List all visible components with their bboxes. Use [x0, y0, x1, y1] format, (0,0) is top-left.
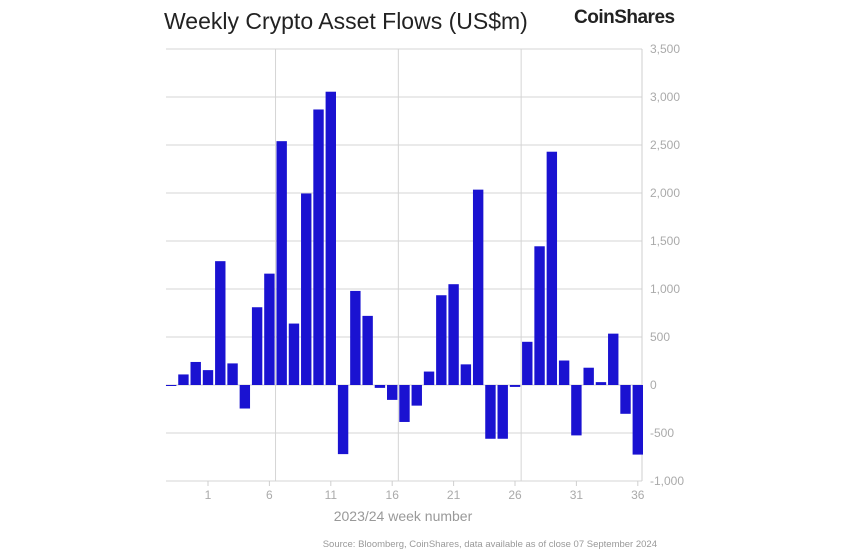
bar-week-7 [276, 141, 287, 385]
bar-week-9 [301, 193, 312, 385]
y-tick-label: 3,000 [650, 90, 680, 104]
bar-week-6 [264, 273, 275, 385]
source-note: Source: Bloomberg, CoinShares, data avai… [322, 539, 657, 550]
bar-week-34 [608, 333, 619, 385]
bar-week-27 [522, 341, 533, 385]
bar-week-8 [288, 323, 300, 385]
bar-week-21 [448, 284, 459, 385]
bar-week-36 [632, 385, 643, 455]
x-tick-label: 26 [508, 488, 522, 502]
x-tick-label: 1 [205, 488, 212, 502]
bar-week-23 [472, 189, 484, 385]
bar-week-25 [497, 385, 508, 439]
y-tick-label: -1,000 [650, 474, 684, 488]
bar-week-0 [190, 361, 201, 385]
bar-week-26 [509, 385, 521, 387]
bar-week-13 [350, 290, 361, 385]
bar-week-3 [227, 363, 238, 385]
y-tick-label: 2,500 [650, 138, 680, 152]
bar-week-2 [215, 261, 226, 385]
bar-week-11 [325, 91, 336, 385]
x-tick-label: 21 [447, 488, 461, 502]
coinshares-logo: CoinShares [574, 7, 675, 28]
bar-week--2 [165, 385, 177, 386]
chart-title: Weekly Crypto Asset Flows (US$m) [164, 8, 528, 34]
bar-week-35 [620, 385, 631, 414]
bar-week-20 [436, 295, 447, 385]
y-tick-label: 0 [650, 378, 657, 392]
y-tick-label: 1,000 [650, 282, 680, 296]
x-tick-label: 31 [570, 488, 584, 502]
bar-week-1 [202, 370, 214, 385]
bar-week-18 [411, 385, 422, 406]
y-tick-label: 2,000 [650, 186, 680, 200]
x-tick-label: 6 [266, 488, 273, 502]
bar-week-24 [485, 385, 496, 439]
bar-week-5 [251, 307, 263, 385]
x-axis-label: 2023/24 week number [333, 508, 473, 524]
x-tick-label: 11 [325, 488, 338, 502]
bar-week-4 [239, 385, 251, 409]
bar-week-33 [595, 382, 607, 385]
bar-week-15 [374, 385, 386, 388]
y-tick-label: -500 [650, 426, 674, 440]
y-tick-label: 1,500 [650, 234, 680, 248]
bar-week-16 [387, 385, 398, 400]
bar-week-28 [534, 246, 545, 385]
bar-week-19 [423, 371, 435, 385]
bar-week-31 [571, 385, 582, 436]
bar-week-32 [583, 367, 594, 385]
bar-week-30 [558, 360, 570, 385]
y-tick-label: 3,500 [650, 42, 680, 56]
x-tick-label: 36 [631, 488, 645, 502]
bar-week-29 [546, 151, 558, 385]
bar-week-17 [399, 385, 410, 422]
bar-week-22 [460, 364, 472, 385]
bar-week--1 [178, 374, 189, 385]
x-tick-label: 16 [386, 488, 400, 502]
y-tick-label: 500 [650, 330, 670, 344]
bar-week-12 [337, 385, 349, 455]
bar-week-14 [362, 315, 373, 385]
bar-week-10 [313, 109, 324, 385]
